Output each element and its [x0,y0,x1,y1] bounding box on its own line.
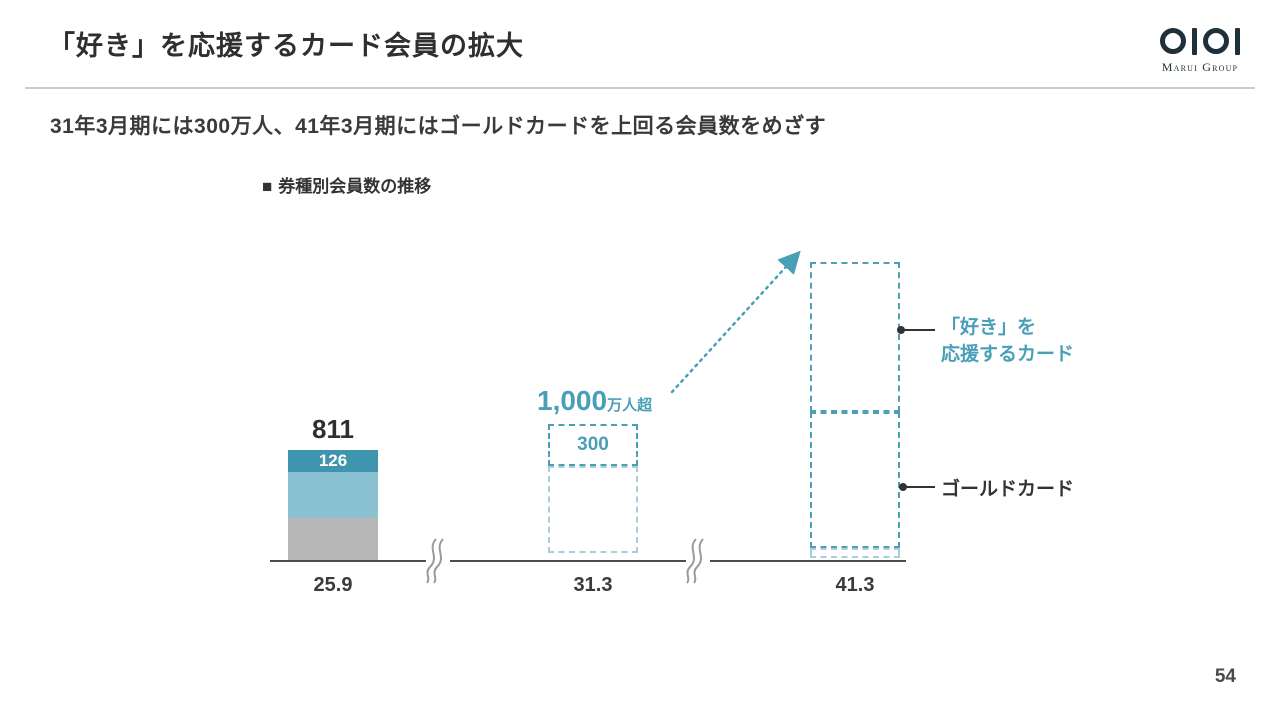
bar2-segment-total-outline [548,466,638,553]
bar3-segment-gold-future [810,412,900,548]
bar1-segment-suki-card: 126 [288,450,378,472]
bar1-segment-other [288,518,378,560]
header-divider [25,87,1255,89]
bar1-total-label: 811 [312,414,354,444]
x-axis-label-25-9: 25.9 [313,574,353,596]
legend-dot-icon [897,326,905,334]
logo-bar-icon [1192,27,1197,55]
growth-arrow-icon [670,250,801,394]
bar1-segment-gold-card [288,472,378,518]
axis-break-icon [426,538,450,584]
lead-text: 31年3月期には300万人、41年3月期にはゴールドカードを上回る会員数をめざす [50,115,827,138]
logo-bar-icon [1235,27,1240,55]
legend-label-suki-line2: 応援するカード [941,344,1075,365]
legend-connector-line [903,329,935,331]
axis-break-icon [686,538,710,584]
legend-label-suki-line1: 「好き」を [941,317,1037,338]
legend-label-suki-card: 「好き」を 応援するカード [941,314,1074,368]
bar2-annotation-unit: 万人超 [607,397,653,414]
logo-circle-icon [1160,28,1186,54]
bar3-segment-base-strip [810,548,900,558]
legend-dot-icon [899,483,907,491]
marui-group-logo: Marui Group [1150,26,1250,75]
marui-logo-mark [1150,26,1250,56]
chart-heading: ■ 券種別会員数の推移 [262,172,431,197]
x-axis-label-31-3: 31.3 [573,574,613,596]
page-title: 「好き」を応援するカード会員の拡大 [48,31,524,61]
bar2-segment-suki-target: 300 [548,424,638,466]
legend-label-gold-card: ゴールドカード [941,479,1075,500]
square-bullet-icon: ■ [262,177,273,196]
page-number: 54 [1214,666,1236,687]
logo-circle-icon [1203,28,1229,54]
x-axis-label-41-3: 41.3 [835,574,875,596]
bar2-annotation: 1,000万人超 [537,385,652,417]
logo-wordmark: Marui Group [1161,60,1239,74]
chart-heading-label: 券種別会員数の推移 [278,177,432,196]
bar2-annotation-value: 1,000 [537,385,608,416]
x-axis-baseline [270,560,906,562]
legend-connector-line [905,486,935,488]
bar3-segment-suki-future [810,262,900,412]
